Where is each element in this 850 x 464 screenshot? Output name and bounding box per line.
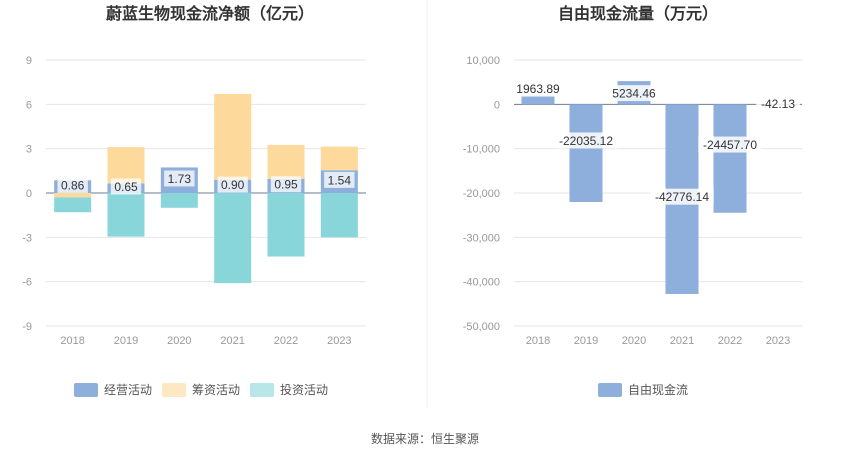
right-chart-title: 自由现金流量（万元） <box>558 4 718 23</box>
data-label-background <box>554 132 618 149</box>
x-tick-label: 2023 <box>766 335 790 347</box>
y-tick-label: -40,000 <box>463 277 500 289</box>
data-label: 1.54 <box>328 173 352 187</box>
right-chart-legend[interactable]: 自由现金流 <box>598 382 688 397</box>
data-label: 0.65 <box>114 180 138 194</box>
right-chart-x-ticks: 2018 2019 2020 2021 2022 2023 <box>526 335 790 347</box>
left-chart-legend[interactable]: 经营活动 筹资活动 投资活动 <box>74 382 328 397</box>
y-tick-label: 6 <box>26 99 32 111</box>
y-tick-label: 10,000 <box>466 55 500 67</box>
data-label-background <box>608 85 660 102</box>
bar-investing[interactable] <box>160 193 198 208</box>
y-tick-label: -30,000 <box>463 232 500 244</box>
bar-investing[interactable] <box>267 193 305 257</box>
legend-label-fcf[interactable]: 自由现金流 <box>628 382 688 397</box>
x-tick-label: 2022 <box>274 335 298 347</box>
bar-financing[interactable] <box>54 193 92 198</box>
legend-label-financing[interactable]: 筹资活动 <box>192 383 240 397</box>
x-tick-label: 2022 <box>718 335 742 347</box>
legend-label-operating[interactable]: 经营活动 <box>104 383 152 397</box>
data-label-background <box>270 176 302 193</box>
x-tick-label: 2018 <box>60 335 84 347</box>
bar-investing[interactable] <box>214 193 252 284</box>
bar-financing[interactable] <box>267 144 305 179</box>
data-label-background <box>756 95 800 112</box>
y-tick-label: -20,000 <box>463 188 500 200</box>
y-tick-label: 3 <box>26 144 32 156</box>
data-label-background <box>324 171 355 188</box>
x-tick-label: 2020 <box>622 335 646 347</box>
data-label: 1.73 <box>168 172 192 186</box>
y-tick-label: 0 <box>26 188 32 200</box>
y-tick-label: -50,000 <box>463 321 500 333</box>
y-tick-label: -6 <box>22 277 32 289</box>
right-chart-data-labels: 1963.89 -22035.12 5234.46 -42776.14 -24457.7… <box>512 80 800 205</box>
bar-investing[interactable] <box>54 197 92 213</box>
data-label: 0.90 <box>221 178 245 192</box>
y-tick-label: 9 <box>26 55 32 67</box>
data-label: 0.95 <box>274 178 298 192</box>
bar-investing[interactable] <box>320 193 358 238</box>
x-tick-label: 2021 <box>670 335 694 347</box>
data-source: 数据来源：恒生聚源 <box>371 431 479 446</box>
x-tick-label: 2021 <box>220 335 244 347</box>
bar-fcf[interactable] <box>521 95 555 105</box>
left-chart-x-ticks: 2018 2019 2020 2021 2022 2023 <box>60 335 351 347</box>
x-tick-label: 2019 <box>574 335 598 347</box>
bar-financing[interactable] <box>107 147 145 184</box>
data-label: 1963.89 <box>516 82 560 96</box>
x-tick-label: 2023 <box>327 335 351 347</box>
legend-swatch-operating[interactable] <box>74 383 98 397</box>
y-tick-label: 0 <box>494 99 500 111</box>
legend-label-investing[interactable]: 投资活动 <box>280 382 328 397</box>
data-label-background <box>217 176 248 193</box>
data-label: -24457.70 <box>703 138 757 152</box>
y-tick-label: -9 <box>22 321 32 333</box>
legend-swatch-fcf[interactable] <box>598 383 622 397</box>
data-label: 0.86 <box>61 178 85 192</box>
data-label-background <box>57 176 88 193</box>
bar-investing[interactable] <box>107 193 145 237</box>
data-label: 5234.46 <box>612 87 656 101</box>
legend-swatch-investing[interactable] <box>250 383 274 397</box>
bar-financing[interactable] <box>214 93 252 180</box>
y-tick-label: -3 <box>22 232 32 244</box>
data-label: -42.13 <box>761 97 795 111</box>
right-chart-bars <box>521 81 795 294</box>
x-tick-label: 2019 <box>114 335 138 347</box>
y-tick-label: -10,000 <box>463 144 500 156</box>
x-tick-label: 2018 <box>526 335 550 347</box>
data-label-background <box>698 136 762 153</box>
bar-fcf[interactable] <box>713 104 747 213</box>
bar-fcf[interactable] <box>569 104 603 203</box>
right-chart-grid: 10,000 0 -10,000 -20,000 -30,000 -40,000 -50,0… <box>463 55 802 333</box>
data-label-background <box>110 178 142 195</box>
data-label-background <box>650 188 714 205</box>
left-chart-grid: 9 6 3 0 -3 -6 -9 <box>22 55 366 333</box>
left-chart-title: 蔚蓝生物现金流净额（亿元） <box>106 4 314 23</box>
data-label-background <box>164 170 195 187</box>
data-label: -42776.14 <box>655 190 709 204</box>
left-chart-bars <box>54 93 358 284</box>
legend-swatch-financing[interactable] <box>162 383 186 397</box>
x-tick-label: 2020 <box>167 335 191 347</box>
bar-financing[interactable] <box>320 146 358 171</box>
data-label-background <box>512 80 564 97</box>
left-chart-data-labels: 0.86 0.65 1.73 0.90 0.95 1.54 <box>57 170 355 195</box>
data-label: -22035.12 <box>559 134 613 148</box>
